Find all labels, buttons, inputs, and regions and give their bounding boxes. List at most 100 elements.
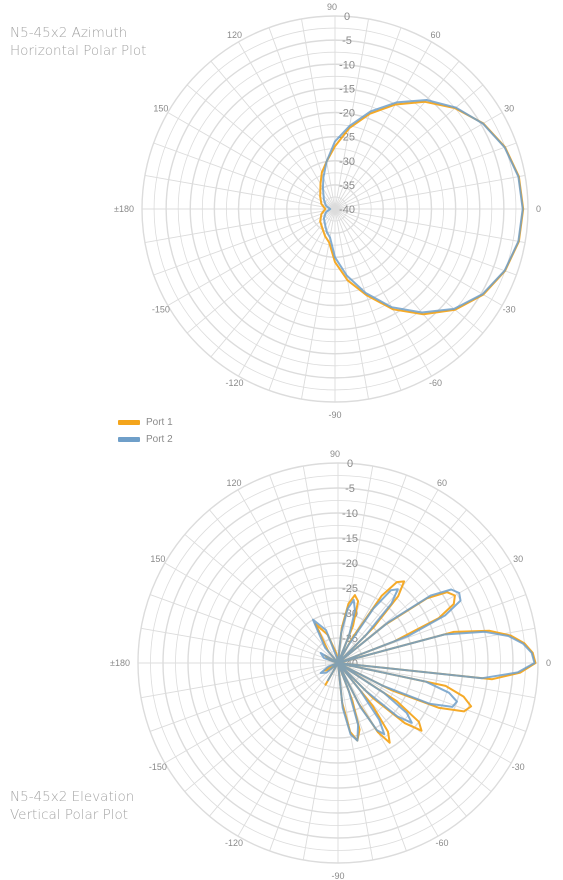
radial-tick-label: -40: [339, 204, 355, 216]
grid-spoke: [337, 662, 374, 861]
azimuth-title-line-1: N5-45x2 Azimuth: [10, 25, 128, 41]
angle-tick-label: 60: [437, 478, 447, 488]
angle-tick-label: -30: [503, 305, 516, 315]
grid-spoke: [334, 208, 432, 377]
grid-spoke: [337, 562, 512, 664]
grid-spoke: [186, 84, 336, 210]
grid: [141, 15, 529, 403]
grid-spoke: [164, 662, 339, 764]
grid-spoke: [334, 208, 526, 243]
radial-tick-label: 0: [347, 458, 353, 470]
grid-spoke: [334, 18, 369, 210]
elevation-title-line-1: N5-45x2 Elevation: [10, 789, 135, 805]
grid-spoke: [209, 662, 339, 817]
grid-spoke: [144, 208, 336, 243]
series-line-port-2: [321, 99, 524, 314]
grid-spoke: [238, 208, 336, 377]
angle-tick-label: 120: [227, 30, 242, 40]
grid-spoke: [164, 562, 339, 664]
grid-spoke: [237, 662, 339, 837]
elevation-title: N5-45x2 Elevation Vertical Polar Plot: [10, 788, 134, 824]
legend-swatch-port-2: [118, 437, 140, 442]
angle-tick-label: ±180: [114, 204, 134, 214]
angle-tick-label: 90: [330, 449, 340, 459]
grid-spoke: [210, 208, 336, 358]
grid-spoke: [337, 662, 536, 699]
angle-tick-label: -60: [429, 378, 442, 388]
grid-spoke: [153, 208, 336, 276]
grid-spoke: [302, 662, 339, 861]
angle-tick-label: -60: [435, 838, 448, 848]
angle-tick-label: 90: [327, 2, 337, 12]
radial-tick-labels: 0-5-10-15-20-25-30-35-40: [342, 458, 358, 670]
azimuth-title: N5-45x2 Azimuth Horizontal Polar Plot: [10, 24, 146, 60]
grid-spoke: [153, 142, 336, 210]
grid-spoke: [269, 662, 339, 852]
angle-tick-label: -120: [225, 378, 243, 388]
azimuth-polar-plot: 0-5-10-15-20-25-30-35-40 0306090120150±18…: [114, 2, 541, 420]
legend-item-port-2[interactable]: Port 2: [118, 431, 173, 448]
grid-spoke: [334, 84, 484, 210]
radial-tick-label: -5: [342, 35, 352, 47]
grid-spoke: [184, 662, 339, 792]
series-line-port-2: [312, 588, 536, 742]
radial-tick-label: -25: [342, 583, 358, 595]
angle-tick-label: 60: [430, 30, 440, 40]
grid-spoke: [334, 208, 503, 306]
grid-spoke: [210, 60, 336, 210]
radial-tick-label: -10: [342, 508, 358, 520]
grid-spoke: [334, 208, 369, 400]
legend-item-port-1[interactable]: Port 1: [118, 414, 173, 431]
angle-tick-label: 120: [226, 478, 241, 488]
grid-spoke: [238, 41, 336, 210]
legend: Port 1 Port 2: [118, 414, 173, 448]
angle-tick-label: -30: [512, 762, 525, 772]
grid-spoke: [144, 175, 336, 210]
angle-tick-label: ±180: [110, 658, 130, 668]
radial-tick-label: -15: [339, 83, 355, 95]
radial-tick-label: -5: [345, 483, 355, 495]
angle-tick-label: 150: [150, 554, 165, 564]
grid-spoke: [334, 60, 460, 210]
radial-tick-label: 0: [344, 11, 350, 23]
radial-tick-label: -30: [339, 156, 355, 168]
grid-spoke: [334, 142, 517, 210]
grid-spoke: [334, 208, 402, 391]
grid-spoke: [167, 112, 336, 210]
grid-spoke: [209, 509, 339, 664]
radial-tick-labels: 0-5-10-15-20-25-30-35-40: [339, 11, 355, 216]
grid-spoke: [302, 465, 339, 664]
grid-spoke: [301, 208, 336, 400]
grid-spoke: [268, 208, 336, 391]
grid-spoke: [334, 208, 460, 358]
grid-spoke: [334, 41, 432, 210]
angle-tick-label: 0: [546, 658, 551, 668]
angle-tick-label: 0: [536, 204, 541, 214]
angle-tick-label: 30: [504, 104, 514, 114]
grid-spoke: [149, 662, 339, 732]
elevation-polar-plot: 0-5-10-15-20-25-30-35-40 0306090120150±18…: [110, 449, 551, 880]
angle-tick-label: -90: [331, 871, 344, 880]
radial-tick-label: -20: [339, 108, 355, 120]
radial-tick-label: -15: [342, 533, 358, 545]
azimuth-title-line-2: Horizontal Polar Plot: [10, 43, 147, 59]
angle-tick-label: -150: [149, 762, 167, 772]
grid-spoke: [184, 534, 339, 664]
grid-spoke: [140, 662, 339, 699]
angle-tick-label: -90: [328, 410, 341, 420]
legend-label-port-2: Port 2: [146, 434, 173, 445]
grid-spoke: [337, 662, 439, 837]
grid-spoke: [334, 208, 517, 276]
radial-tick-label: -20: [342, 558, 358, 570]
angle-tick-label: 150: [153, 104, 168, 114]
grid-spoke: [334, 27, 402, 210]
grid-spoke: [167, 208, 336, 306]
grid-spoke: [337, 662, 527, 732]
grid-spoke: [337, 662, 512, 764]
grid-spoke: [334, 208, 484, 334]
legend-label-port-1: Port 1: [146, 417, 173, 428]
radial-tick-label: -35: [339, 180, 355, 192]
angle-tick-label: -150: [152, 305, 170, 315]
